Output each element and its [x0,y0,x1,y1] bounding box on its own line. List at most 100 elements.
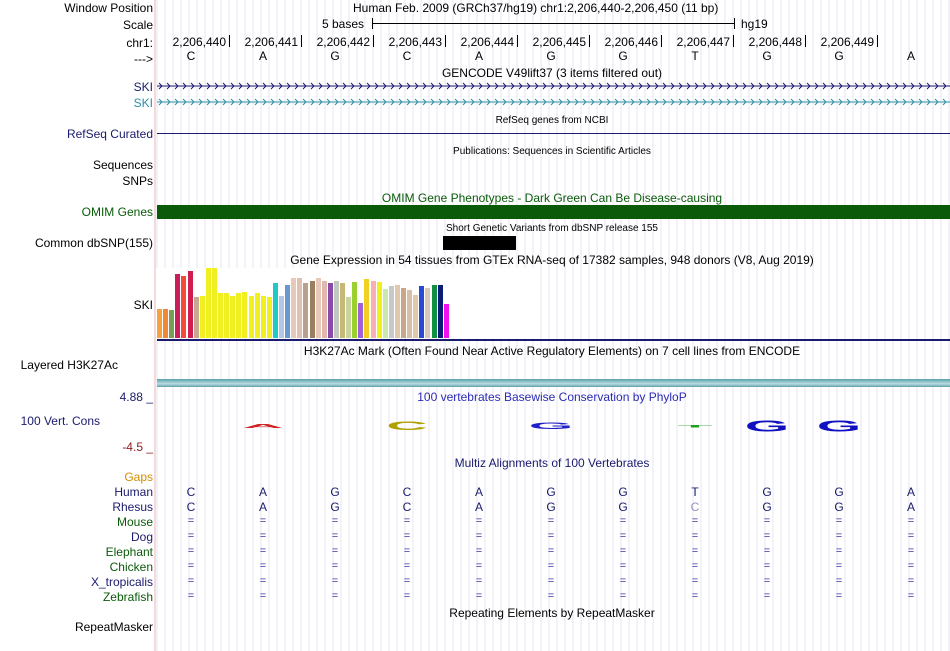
gtex-bar[interactable] [163,309,169,338]
gtex-bar[interactable] [321,281,327,338]
gaps-label[interactable]: Gaps [124,470,153,484]
refseq-gene-line[interactable] [157,133,950,134]
sequences-label[interactable]: Sequences [92,158,153,172]
species-label[interactable]: Chicken [109,560,153,574]
gtex-bar[interactable] [364,279,370,338]
gtex-bar[interactable] [230,296,236,338]
gtex-bar[interactable] [309,281,315,338]
gtex-bar[interactable] [224,293,230,338]
phylop-logo-letter: A [242,423,284,429]
gtex-bar[interactable] [394,285,400,338]
coordinate-tick [877,35,878,47]
coordinate-label: 2,206,448 [748,35,802,49]
h3k27ac-label[interactable]: Layered H3K27Ac [20,358,118,372]
gtex-bar[interactable] [266,297,272,338]
gtex-expression-chart[interactable] [156,268,536,338]
gtex-bar[interactable] [346,297,352,338]
gtex-bar[interactable] [370,281,376,338]
gtex-bar[interactable] [376,282,382,338]
alignment-cell: = [475,575,483,587]
alignment-cell: = [259,590,267,602]
omim-gene-bar[interactable] [157,205,950,219]
coordinate-label: 2,206,446 [604,35,658,49]
species-label[interactable]: Dog [130,530,153,544]
gtex-bar[interactable] [297,278,303,338]
gencode-item-label[interactable]: SKI [133,96,153,110]
multiz-title: Multiz Alignments of 100 Vertebrates [454,456,650,470]
gtex-bar[interactable] [272,283,278,338]
phylop-label[interactable]: 100 Vert. Cons [20,414,100,428]
gtex-bar[interactable] [382,289,388,338]
species-label[interactable]: Zebrafish [102,590,153,604]
gtex-label[interactable]: SKI [133,298,153,312]
gtex-bar[interactable] [169,310,175,338]
gtex-bar[interactable] [358,303,364,338]
phylop-title: 100 vertebrates Basewise Conservation by… [417,390,687,404]
gtex-bar[interactable] [187,271,193,338]
alignment-cell: A [474,485,484,499]
gtex-bar[interactable] [254,293,260,338]
gtex-bar[interactable] [260,296,266,338]
alignment-cell: = [331,515,339,527]
gtex-bar[interactable] [285,285,291,338]
gtex-bar[interactable] [333,281,339,338]
gtex-bar[interactable] [248,296,254,338]
gtex-bar[interactable] [437,285,443,338]
alignment-cell: = [907,545,915,557]
gencode-item-label[interactable]: SKI [133,80,153,94]
gtex-bar[interactable] [181,276,187,338]
h3k27ac-signal[interactable] [157,379,950,387]
coordinate-tick [517,35,518,47]
dbsnp-label[interactable]: Common dbSNP(155) [34,236,153,250]
gtex-bar[interactable] [236,293,242,338]
alignment-cell: = [907,530,915,542]
gtex-bar[interactable] [443,304,449,338]
alignment-cell: = [907,590,915,602]
gtex-bar[interactable] [211,268,217,338]
gtex-bar[interactable] [327,283,333,338]
gtex-bar[interactable] [291,278,297,338]
gencode-transcripts[interactable] [157,82,950,110]
alignment-cell: = [331,560,339,572]
gtex-bar[interactable] [157,309,163,338]
species-label[interactable]: Rhesus [112,500,153,514]
species-label[interactable]: Elephant [105,545,153,559]
repeat-label[interactable]: RepeatMasker [74,620,153,634]
gtex-bar[interactable] [175,274,181,338]
alignment-cell: G [546,500,556,514]
dbsnp-variant[interactable] [443,236,516,250]
omim-label[interactable]: OMIM Genes [81,205,153,219]
gtex-bar[interactable] [419,286,425,338]
gtex-bar[interactable] [425,288,431,338]
alignment-cell: C [186,500,196,514]
gtex-bar[interactable] [340,283,346,338]
snps-label[interactable]: SNPs [122,174,153,188]
gtex-bar[interactable] [352,282,358,338]
gtex-bar[interactable] [303,283,309,338]
gtex-bar[interactable] [218,293,224,338]
gtex-bar[interactable] [401,288,407,338]
scale-value: 5 bases [322,17,365,31]
gtex-bar[interactable] [199,296,205,338]
alignment-cell: A [474,500,484,514]
alignment-cell: = [259,515,267,527]
species-label[interactable]: Human [114,485,153,499]
gtex-bar[interactable] [388,286,394,338]
gtex-bar[interactable] [279,296,285,338]
alignment-cell: = [403,530,411,542]
gtex-bar[interactable] [407,290,413,338]
coordinate-tick [733,35,734,47]
gtex-bar[interactable] [205,268,211,338]
gtex-bar[interactable] [242,292,248,338]
scale-bar [372,23,734,24]
species-label[interactable]: Mouse [116,515,153,529]
gtex-bar[interactable] [315,278,321,338]
alignment-cell: = [763,530,771,542]
coordinate-tick [301,35,302,47]
refseq-label[interactable]: RefSeq Curated [66,127,153,141]
species-label[interactable]: X_tropicalis [90,575,153,589]
alignment-cell: A [258,500,268,514]
gtex-bar[interactable] [431,285,437,338]
gtex-bar[interactable] [193,297,199,338]
gtex-bar[interactable] [413,295,419,338]
